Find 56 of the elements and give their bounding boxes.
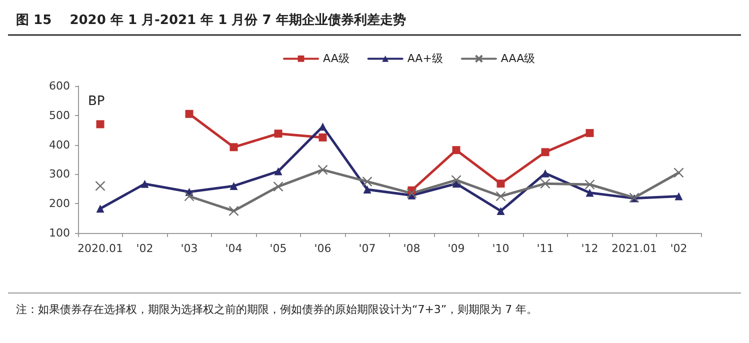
point [452,146,460,154]
x-tick-label: '03 [180,242,198,255]
point [184,191,194,202]
point [674,192,683,200]
point [96,204,104,213]
point [584,179,595,190]
point [541,148,550,156]
legend-label: AA+级 [407,52,443,66]
y-tick-label: 300 [49,168,70,181]
y-tick-label: 500 [49,108,70,122]
point [496,206,505,215]
point [496,191,506,202]
point [541,169,550,178]
point [96,120,104,128]
point [140,180,149,188]
point [318,133,327,142]
point [95,180,106,192]
point [586,129,594,138]
x-tick-label: '10 [492,242,510,255]
x-tick-label: '09 [448,242,465,255]
point [406,188,417,198]
y-tick-label: 100 [49,226,70,240]
x-tick-label: '05 [270,242,287,255]
chart-title: 图 15 2020 年 1 月-2021 年 1 月份 7 年期企业债券利差走势 [16,12,406,28]
x-tick-label: '02 [136,242,154,255]
point [230,182,238,190]
y-axis-title: BP [88,94,105,109]
point [185,110,194,118]
x-tick-label: '07 [358,242,376,255]
x-tick-label: '02 [670,242,688,255]
point [451,174,462,186]
point [362,176,372,187]
y-tick-label: 200 [49,197,70,210]
x-tick-label: '11 [536,242,554,255]
x-tick-label: '06 [314,242,332,255]
x-tick-label: '04 [225,242,242,255]
x-tick-label: 2020.01 [78,242,123,255]
point [274,130,282,138]
point [496,180,505,188]
point [363,185,372,194]
point [540,178,550,189]
x-tick-label: '12 [581,242,598,255]
point [318,164,328,175]
x-tick-label: '08 [403,242,420,255]
x-tick-label: 2021.01 [612,242,657,255]
point [274,167,282,176]
point [230,143,238,152]
y-tick-label: 400 [49,138,70,152]
point [586,188,594,197]
text: 注：如果债券存在选择权，期限为选择权之前的期限，例如债券的原始期限设计为“7+3”，则期限为 7 年。 [16,303,538,316]
y-tick-label: 600 [49,80,70,92]
legend-label: AAA级 [500,52,536,66]
point [674,168,684,178]
point [228,206,239,216]
legend-label: AA级 [323,52,350,66]
point [273,181,284,192]
